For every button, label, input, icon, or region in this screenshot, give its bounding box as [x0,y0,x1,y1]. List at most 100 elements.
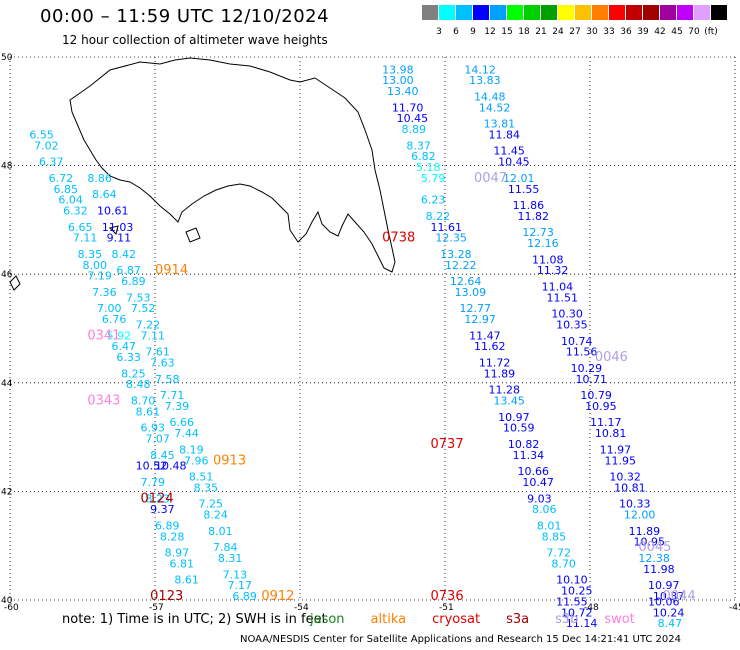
latitude-label: 44 [1,379,13,389]
wave-height-label: 9.11 [107,232,131,245]
longitude-label: -60 [4,603,19,613]
wave-height-label: 6.93 [141,422,166,435]
longitude-label: -51 [439,603,454,613]
wave-height-label: 6.76 [102,313,127,326]
wave-height-label: 6.81 [170,557,195,570]
wave-height-label: 7.11 [141,329,166,342]
wave-height-label: 10.32 [609,471,641,484]
wave-height-label: 6.55 [29,128,54,141]
legend-item-s3b: s3b [555,612,579,627]
wave-height-label: 11.97 [600,443,632,456]
wave-height-label: 10.81 [595,427,627,440]
wave-height-label: 6.89 [121,275,145,288]
color-scale-label: 21 [535,27,547,37]
wave-height-label: 13.09 [455,286,487,299]
pass-time-label: 0124 [141,491,174,506]
wave-height-label: 7.63 [150,357,175,370]
wave-height-label: 10.81 [614,481,646,494]
wave-height-label: 12.16 [527,237,559,250]
wave-height-label: 11.51 [547,291,579,304]
pass-time-label: 0047 [474,171,507,186]
wave-height-label: 10.72 [561,606,593,619]
color-scale-label: 70 [688,27,700,37]
wave-height-label: 11.72 [479,357,511,370]
wave-height-label: 8.06 [532,503,557,516]
color-swatch [643,5,660,20]
pass-time-labels: 0914 0913 0912 0341 0343 0124 0123 0738 0737 0736… [87,171,695,604]
wave-height-label: 10.47 [522,476,554,489]
wave-height-label: 6.47 [112,340,137,353]
wave-height-label: 7.00 [97,302,122,315]
wave-height-label: 10.30 [551,308,583,321]
pass-time-label: 0046 [595,350,628,365]
wave-height-label: 11.82 [518,210,550,223]
wave-height-label: 11.55 [508,183,540,196]
wave-height-label: 8.47 [658,617,683,630]
wave-height-label: 10.24 [653,606,685,619]
wave-height-label: 7.79 [141,476,166,489]
wave-height-label: 6.72 [49,172,74,185]
wave-height-label: 8.85 [542,530,567,543]
wave-height-label: 7.71 [160,389,185,402]
wave-height-label: 9.37 [150,503,175,516]
longitude-label: -45 [729,603,740,613]
wave-height-label: 14.52 [479,101,511,114]
wave-height-label: 10.71 [576,373,608,386]
wave-height-label: 11.61 [431,221,463,234]
wave-height-label: 11.03 [102,221,134,234]
pass-time-label: 0341 [87,328,120,343]
wave-height-label: 8.00 [83,259,108,272]
color-swatch [660,5,677,20]
wave-height-label: 10.52 [136,460,168,473]
legend-item-jason: jason [310,612,345,627]
pass-time-label: 0343 [87,394,120,409]
page-subtitle: 12 hour collection of altimeter wave hei… [62,33,328,47]
legend-item-swot: swot [604,612,635,627]
wave-height-label: 7.39 [165,400,190,413]
color-swatch [558,5,575,20]
wave-height-label: 10.97 [498,411,529,424]
wave-height-label: 10.74 [561,335,593,348]
wave-height-label: 7.19 [87,270,112,283]
longitude-label: -54 [294,603,309,613]
satellite-tracks: 6.557.026.376.726.856.046.326.657.118.35… [29,63,684,630]
wave-height-label: 7.17 [228,579,253,592]
wave-height-label: 7.52 [131,302,156,315]
wave-height-label: 12.64 [450,275,482,288]
wave-height-label: 7.96 [184,454,209,467]
wave-height-label: 8.35 [78,248,103,261]
wave-height-label: 8.19 [179,443,204,456]
color-swatch [439,5,456,20]
color-scale-label: 6 [453,27,459,37]
island [185,227,201,243]
wave-height-label: 8.25 [121,367,145,380]
wave-height-label: 8.45 [150,449,175,462]
wave-height-label: 11.34 [513,449,545,462]
longitude-label: -57 [149,603,164,613]
legend-item-cryosat: cryosat [432,612,481,627]
color-scale-label: 12 [484,27,496,37]
wave-height-label: 8.97 [165,547,190,560]
color-swatch [456,5,473,20]
wave-height-label: 6.23 [421,194,446,207]
color-swatch [626,5,643,20]
color-swatch [711,5,728,20]
wave-height-label: 10.10 [556,574,588,587]
color-scale-label: 33 [603,27,615,37]
color-scale-label: 45 [671,27,683,37]
color-swatch [575,5,592,20]
wave-height-label: 7.53 [126,291,151,304]
coastline [9,57,396,291]
color-scale-label: 36 [620,27,632,37]
wave-height-label: 7.02 [34,139,59,152]
wave-height-label: 12.73 [522,226,554,239]
wave-height-label: 8.37 [406,139,431,152]
wave-height-label: 8.22 [426,210,451,223]
wave-height-label: 12.22 [445,259,477,272]
wave-height-label: 9.03 [527,492,552,505]
wave-height-label: 7.84 [213,541,238,554]
wave-height-label: 10.37 [653,590,685,603]
wave-height-label: 6.32 [63,204,88,217]
wave-height-label: 13.45 [493,395,525,408]
wave-height-label: 10.06 [648,595,680,608]
